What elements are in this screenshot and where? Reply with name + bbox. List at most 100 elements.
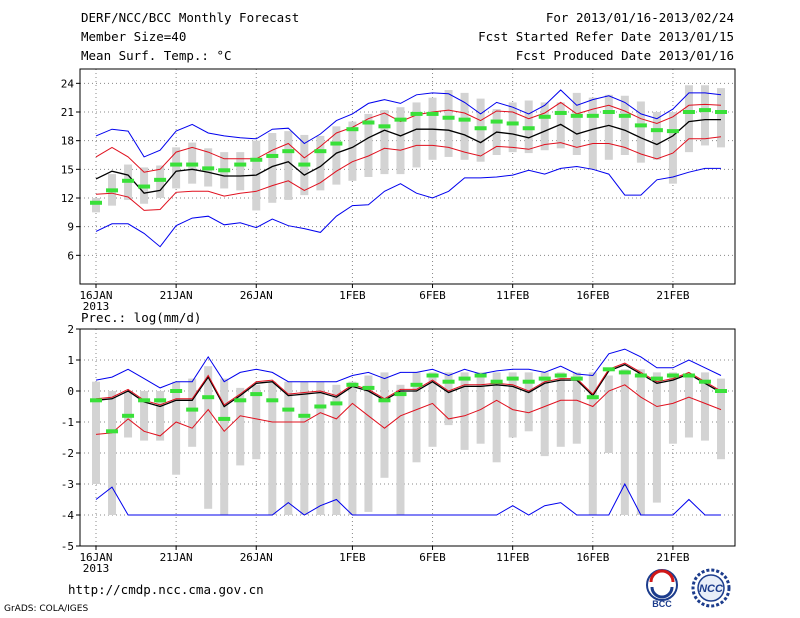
- panel0-median-mark: [250, 157, 263, 162]
- panel0-spread-box: [172, 147, 181, 189]
- panel0-median-mark: [330, 141, 343, 146]
- panel1-median-mark: [362, 385, 375, 390]
- panel0-spread-box: [236, 152, 245, 191]
- panel1-median-mark: [138, 398, 151, 403]
- precip-title: Prec.: log(mm/d): [81, 310, 201, 325]
- ncc-logo-text: NCC: [699, 583, 724, 595]
- panel0-x-tick-label: 16JAN: [79, 289, 112, 302]
- panel1-spread-box: [396, 384, 405, 515]
- panel1-series-line-mean: [95, 363, 722, 408]
- panel1-spread-box: [92, 381, 100, 484]
- panel1-median-mark: [618, 370, 631, 375]
- panel0-spread-box: [268, 133, 277, 203]
- member-size: Member Size=40: [81, 29, 187, 44]
- panel1-median-mark: [410, 382, 423, 387]
- panel1-median-mark: [682, 373, 695, 378]
- panel0-x-tick-label: 16FEB: [576, 289, 609, 302]
- panel0-median-mark: [138, 184, 151, 189]
- panel1-series-line-ens-max: [95, 348, 722, 389]
- panel1-median-mark: [218, 416, 231, 421]
- panel1-median-mark: [666, 373, 679, 378]
- panel0-y-tick-label: 18: [61, 135, 74, 148]
- panel1-spread-box: [684, 375, 693, 438]
- panel0-series-line-ens-min: [95, 165, 721, 248]
- panel1-median-mark: [106, 429, 119, 434]
- panel1-y-tick-label: 0: [67, 385, 74, 398]
- panel0-median-mark: [362, 120, 375, 125]
- panel0-median-mark: [266, 153, 279, 158]
- panel1-median-mark: [650, 376, 663, 381]
- panel1-spread-box: [444, 372, 453, 426]
- panel0-spread-box: [332, 126, 341, 185]
- panel1-spread-box: [652, 372, 661, 503]
- panel1-spread-box: [556, 372, 565, 447]
- panel1-median-mark: [554, 373, 567, 378]
- panel0-spread-box: [380, 110, 389, 175]
- panel1-median-mark: [314, 404, 327, 409]
- panel1-y-tick-label: -5: [61, 540, 74, 553]
- panel0-median-mark: [426, 111, 439, 116]
- panel0-series-line-mean-sd: [95, 136, 722, 211]
- panel1-spread-box: [300, 381, 309, 515]
- panel0-median-mark: [106, 188, 119, 193]
- panel0-y-tick-label: 15: [61, 163, 74, 176]
- panel0-y-tick-label: 9: [67, 221, 74, 234]
- panel1-spread-box: [428, 372, 437, 447]
- panel0-spread-box: [460, 92, 469, 160]
- panel0-spread-box: [348, 121, 357, 181]
- panel1-spread-box: [540, 372, 549, 457]
- panel0-spread-box: [572, 92, 581, 155]
- panel1-spread-box: [588, 372, 597, 515]
- panel1-spread-box: [348, 381, 357, 515]
- panel0-median-mark: [474, 126, 487, 131]
- panel1-spread-box: [717, 378, 725, 460]
- panel1-median-mark: [474, 373, 487, 378]
- panel0-x-tick-label: 21JAN: [160, 289, 193, 302]
- panel0-median-mark: [442, 115, 455, 120]
- panel0-y-tick-label: 24: [61, 77, 75, 90]
- panel0-spread-box: [588, 97, 597, 170]
- grads-credit: GrADS: COLA/IGES: [4, 604, 89, 614]
- panel1-median-mark: [122, 413, 135, 418]
- panel0-median-mark: [586, 113, 599, 118]
- panel0-y-tick-label: 12: [61, 192, 74, 205]
- panel1-y-tick-label: -2: [61, 447, 74, 460]
- panel0-x-tick-label: 26JAN: [240, 289, 273, 302]
- panel0-spread-box: [668, 112, 677, 184]
- panel0-median-mark: [282, 149, 295, 154]
- panel1-spread-box: [252, 384, 261, 460]
- panel0-median-mark: [154, 177, 167, 182]
- panel1-spread-box: [364, 375, 373, 512]
- start-date: Fcst Started Refer Date 2013/01/15: [478, 29, 734, 44]
- panel0-spread-box: [540, 102, 549, 151]
- panel1-median-mark: [394, 392, 407, 397]
- panel1-median-mark: [570, 376, 583, 381]
- panel1-spread-box: [412, 372, 421, 463]
- panel0-median-mark: [698, 108, 711, 113]
- panel0-median-mark: [122, 178, 135, 183]
- panel0-spread-box: [444, 90, 453, 157]
- panel0-median-mark: [170, 162, 183, 167]
- source-url[interactable]: http://cmdp.ncc.cma.gov.cn: [68, 582, 264, 597]
- panel0-median-mark: [202, 166, 215, 171]
- panel0-median-mark: [538, 114, 551, 119]
- panel0-median-mark: [666, 129, 679, 134]
- panel0-x-tick-year: 2013: [83, 300, 110, 313]
- panel1-spread-box: [220, 378, 229, 515]
- panel1-spread-box: [188, 378, 197, 447]
- panel0-spread-box: [284, 131, 293, 200]
- panel0-median-mark: [634, 123, 647, 128]
- panel1-x-tick-label: 16JAN: [79, 551, 112, 564]
- panel0-median-mark: [394, 117, 407, 122]
- panel0-spread-box: [508, 102, 517, 153]
- panel1-series-line-ens-min: [95, 482, 721, 516]
- panel1-median-mark: [442, 379, 455, 384]
- bcc-logo: BCC: [646, 569, 678, 608]
- panel1-spread-box: [508, 372, 517, 438]
- panel1-spread-box: [492, 372, 501, 463]
- forecast-period: For 2013/01/16-2013/02/24: [545, 10, 734, 25]
- panel1-x-tick-label: 11FEB: [496, 551, 529, 564]
- panel1-median-mark: [426, 373, 439, 378]
- panel1-series-line-mean-sd: [95, 384, 722, 437]
